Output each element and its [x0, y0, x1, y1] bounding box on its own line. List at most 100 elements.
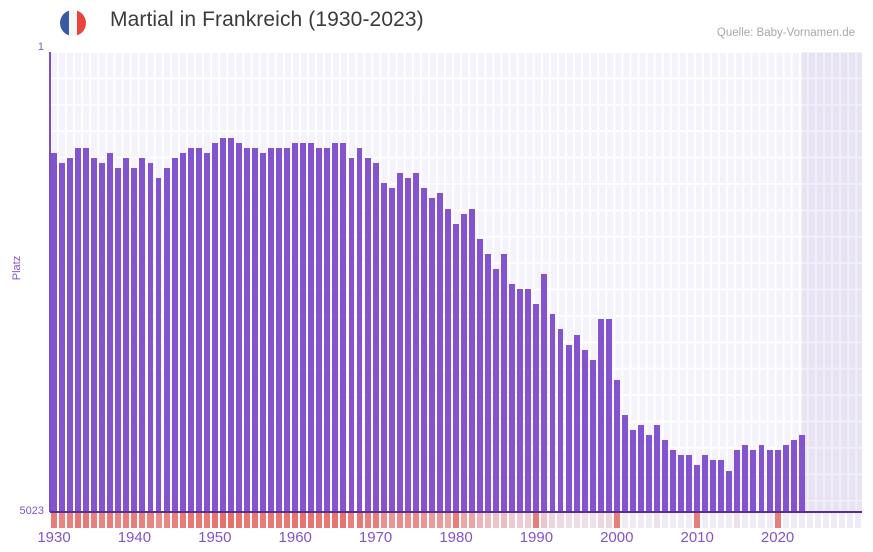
bar-1967[interactable] [348, 158, 355, 512]
bar-2002[interactable] [629, 430, 636, 512]
bar-1974[interactable] [404, 178, 411, 512]
bar-1976[interactable] [420, 188, 427, 512]
bar-2004[interactable] [645, 435, 652, 512]
heat-cell-2025[interactable] [814, 513, 821, 528]
bar-1959[interactable] [284, 148, 291, 512]
heat-cell-1984[interactable] [485, 513, 492, 528]
bar-1932[interactable] [67, 158, 74, 512]
bar-2021[interactable] [782, 445, 789, 512]
heat-cell-2008[interactable] [678, 513, 685, 528]
heat-cell-1950[interactable] [211, 513, 218, 528]
bar-1972[interactable] [388, 188, 395, 512]
bar-1984[interactable] [485, 253, 492, 512]
heat-cell-1981[interactable] [461, 513, 468, 528]
heat-cell-2010[interactable] [694, 513, 701, 528]
bar-1999[interactable] [605, 319, 612, 512]
heat-cell-1977[interactable] [428, 513, 435, 528]
bar-1977[interactable] [428, 198, 435, 512]
heat-cell-1953[interactable] [235, 513, 242, 528]
heat-cell-2027[interactable] [830, 513, 837, 528]
heat-cell-1942[interactable] [147, 513, 154, 528]
heat-cell-1989[interactable] [525, 513, 532, 528]
heat-cell-1967[interactable] [348, 513, 355, 528]
bar-1931[interactable] [59, 163, 66, 512]
heat-cell-1968[interactable] [356, 513, 363, 528]
bar-1958[interactable] [276, 148, 283, 512]
heat-cell-1982[interactable] [469, 513, 476, 528]
heat-cell-1936[interactable] [99, 513, 106, 528]
bar-1994[interactable] [565, 344, 572, 512]
heat-cell-2012[interactable] [710, 513, 717, 528]
bar-2019[interactable] [766, 450, 773, 512]
bar-1933[interactable] [75, 148, 82, 512]
heat-cell-1997[interactable] [589, 513, 596, 528]
heat-cell-1962[interactable] [308, 513, 315, 528]
heat-cell-1992[interactable] [549, 513, 556, 528]
bar-1946[interactable] [179, 153, 186, 512]
heat-cell-1969[interactable] [364, 513, 371, 528]
bar-1986[interactable] [501, 253, 508, 512]
heat-cell-2022[interactable] [790, 513, 797, 528]
heat-cell-2009[interactable] [686, 513, 693, 528]
bar-1964[interactable] [324, 148, 331, 512]
bar-2005[interactable] [654, 425, 660, 512]
bar-1947[interactable] [187, 148, 194, 512]
heat-cell-2016[interactable] [742, 513, 749, 528]
bar-1935[interactable] [91, 158, 98, 512]
bar-1987[interactable] [509, 284, 516, 512]
bar-1995[interactable] [573, 334, 580, 512]
bar-1980[interactable] [453, 223, 459, 512]
heat-cell-1979[interactable] [444, 513, 451, 528]
heat-cell-1957[interactable] [268, 513, 275, 528]
bar-1968[interactable] [356, 148, 363, 512]
heat-cell-2028[interactable] [838, 513, 845, 528]
heat-cell-1959[interactable] [284, 513, 291, 528]
bar-1979[interactable] [444, 208, 451, 512]
bar-1949[interactable] [203, 153, 210, 512]
heat-cell-2024[interactable] [806, 513, 813, 528]
heat-cell-1947[interactable] [187, 513, 194, 528]
bar-1962[interactable] [308, 143, 315, 512]
heat-cell-1943[interactable] [155, 513, 162, 528]
bar-1989[interactable] [525, 289, 532, 512]
bar-1956[interactable] [260, 153, 266, 512]
bar-1942[interactable] [147, 163, 154, 512]
heat-cell-1983[interactable] [477, 513, 484, 528]
heat-cell-1996[interactable] [581, 513, 588, 528]
heat-cell-2007[interactable] [670, 513, 677, 528]
heat-cell-2014[interactable] [726, 513, 733, 528]
heat-cell-1986[interactable] [501, 513, 508, 528]
heat-cell-1973[interactable] [396, 513, 403, 528]
bar-1943[interactable] [155, 178, 162, 512]
heat-cell-1965[interactable] [332, 513, 339, 528]
bar-1955[interactable] [252, 148, 258, 512]
heat-cell-1955[interactable] [251, 513, 259, 528]
bar-1973[interactable] [396, 173, 403, 512]
bar-2016[interactable] [742, 445, 749, 512]
heat-cell-1933[interactable] [75, 513, 82, 528]
heat-cell-2001[interactable] [621, 513, 628, 528]
bar-1950[interactable] [211, 143, 218, 512]
heat-cell-1963[interactable] [316, 513, 323, 528]
bar-2008[interactable] [678, 455, 685, 512]
bar-1934[interactable] [83, 148, 90, 512]
heat-cell-1975[interactable] [412, 513, 419, 528]
heat-cell-1948[interactable] [195, 513, 202, 528]
heat-cell-2026[interactable] [822, 513, 829, 528]
bar-1951[interactable] [219, 138, 226, 512]
bar-2003[interactable] [637, 425, 644, 512]
bar-2014[interactable] [726, 470, 733, 512]
bar-1969[interactable] [364, 158, 371, 512]
heat-cell-2029[interactable] [846, 513, 853, 528]
bar-1961[interactable] [300, 143, 307, 512]
bar-1978[interactable] [436, 193, 443, 512]
bar-1982[interactable] [469, 208, 476, 512]
bar-1941[interactable] [139, 158, 146, 512]
bar-2011[interactable] [702, 455, 709, 512]
bar-1954[interactable] [243, 148, 250, 512]
bar-1993[interactable] [557, 329, 564, 512]
heat-cell-1930[interactable] [51, 513, 58, 528]
heat-cell-1995[interactable] [573, 513, 580, 528]
heat-cell-1931[interactable] [59, 513, 66, 528]
heat-cell-1945[interactable] [171, 513, 178, 528]
